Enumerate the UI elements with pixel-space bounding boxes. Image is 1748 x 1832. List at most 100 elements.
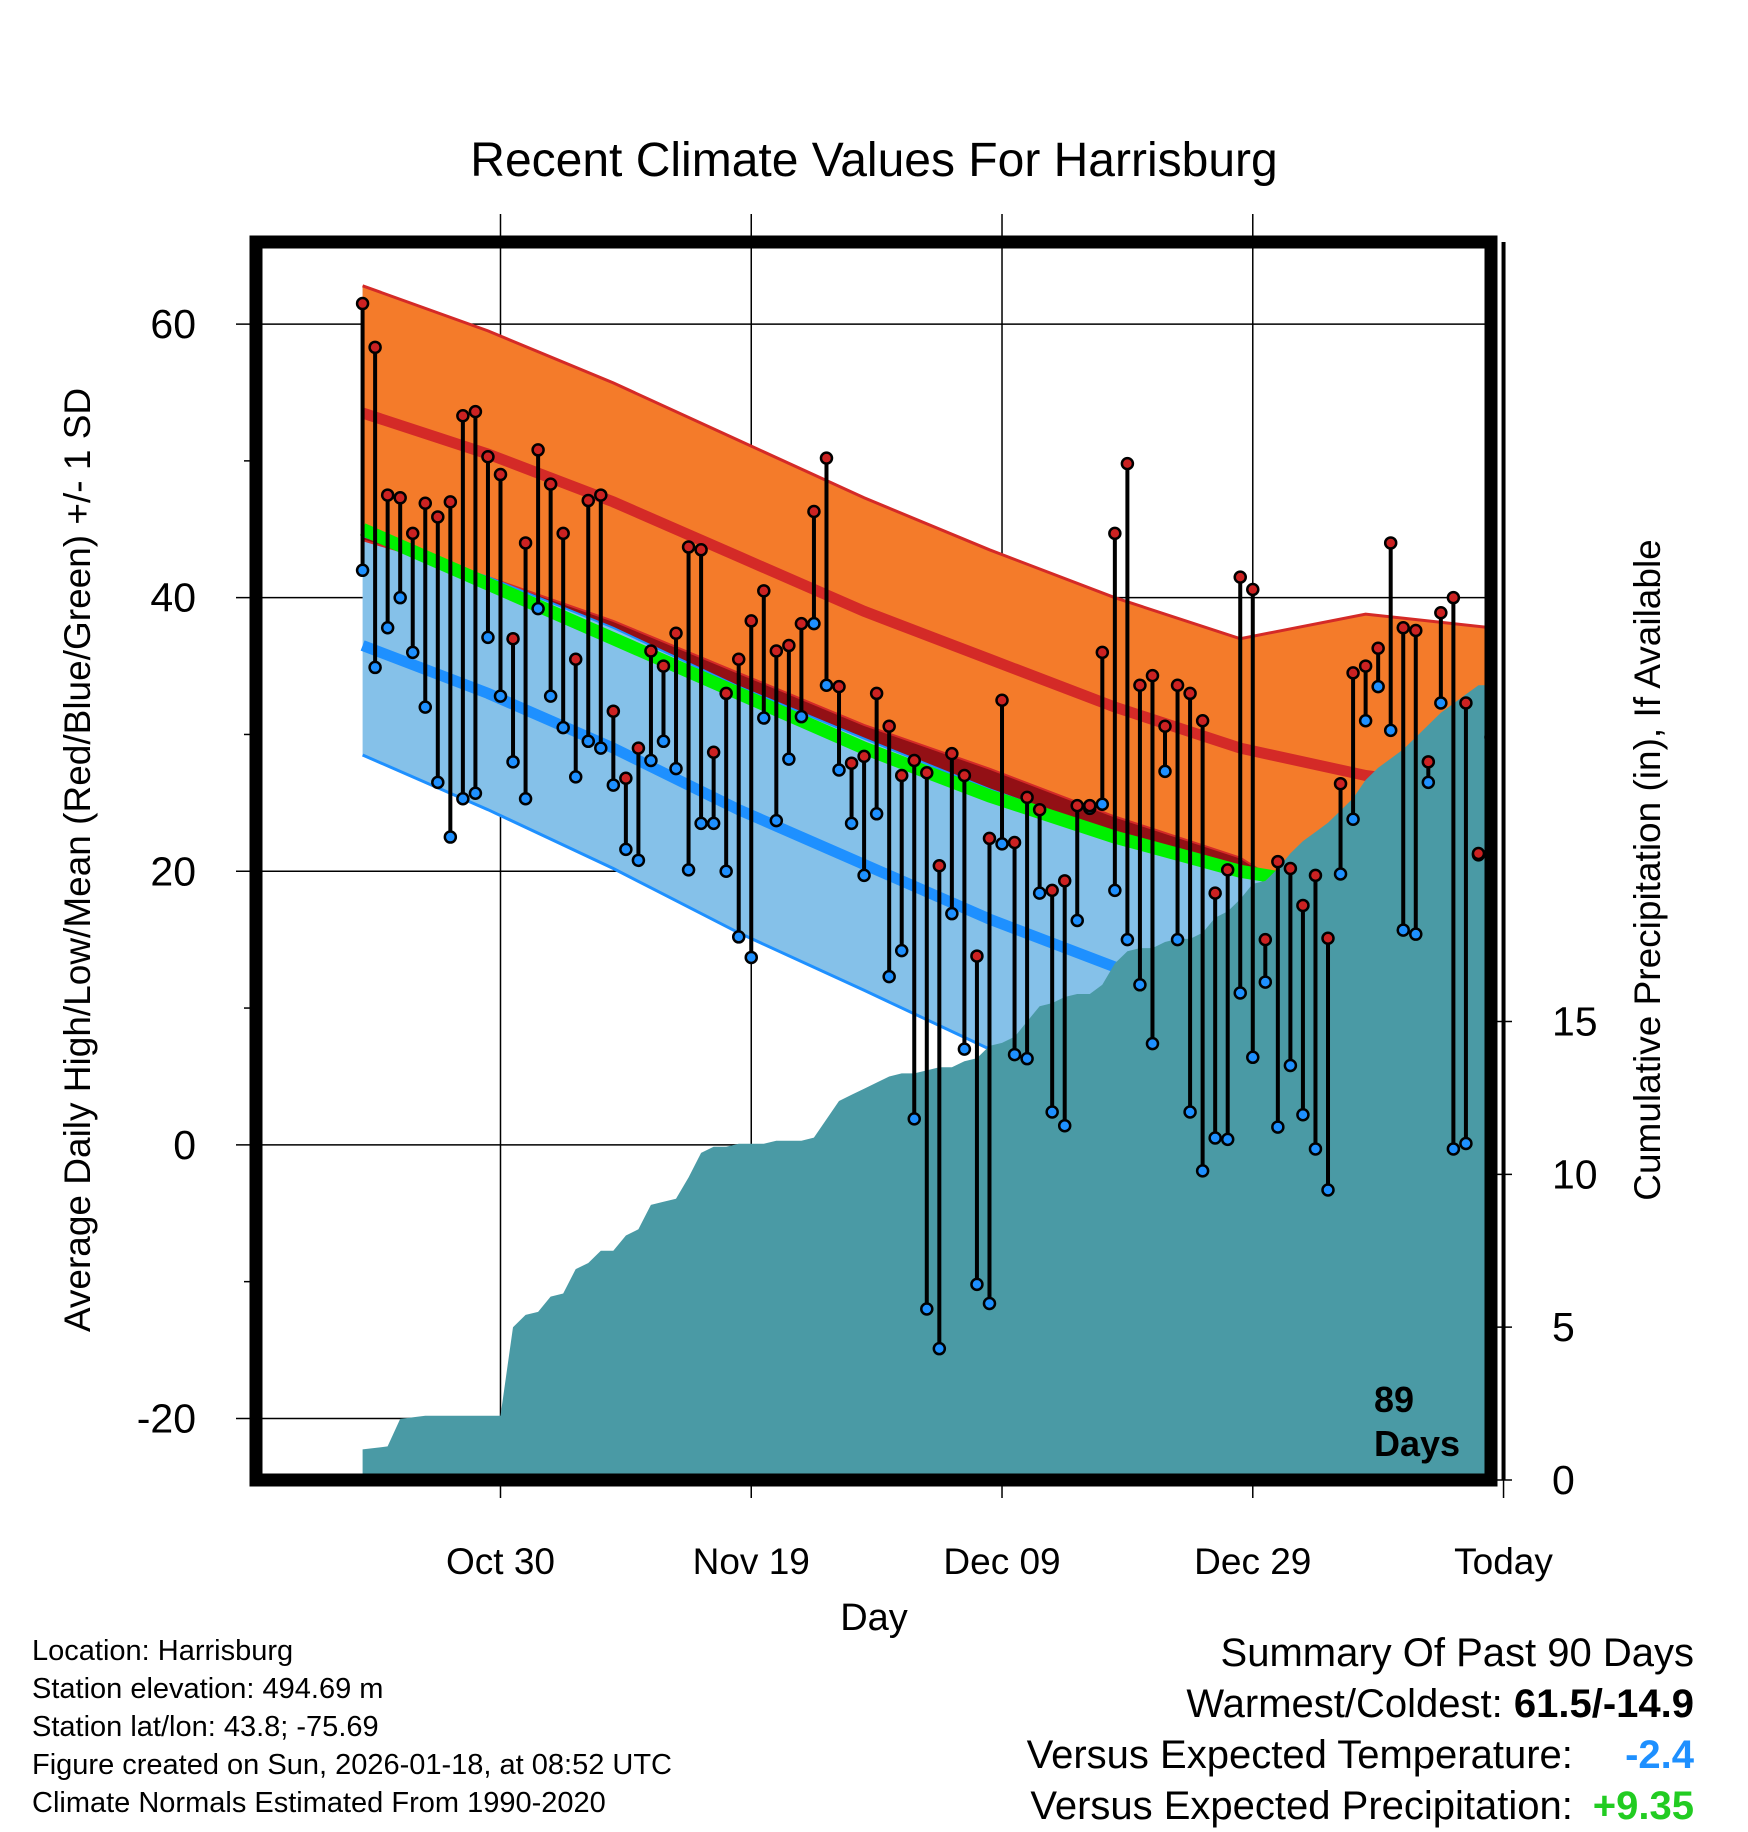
y-tick-label: 40: [150, 575, 196, 621]
y2-axis-label: Cumulative Precipitation (in), If Availa…: [1627, 539, 1668, 1201]
daily-low-dot: [957, 1042, 972, 1056]
daily-range-stems: [360, 242, 1491, 1349]
daily-high-dot: [1045, 883, 1059, 898]
daily-high-dot: [1208, 886, 1222, 900]
daily-high-dot: [481, 450, 495, 464]
daily-low-dot: [757, 711, 771, 725]
overlap-band: [362, 536, 1491, 957]
daily-high-dot: [945, 746, 959, 761]
daily-low-dot: [1108, 883, 1122, 898]
daily-low-dot: [405, 645, 420, 660]
station-info: Location: Harrisburg Station elevation: …: [32, 1632, 672, 1822]
daily-high-dot: [431, 510, 445, 524]
daily-low-dot: [731, 930, 746, 944]
daily-low-dot: [706, 816, 721, 831]
daily-low-dot: [1208, 1131, 1222, 1145]
daily-high-dot: [393, 491, 407, 505]
x-tick-label: Oct 30: [446, 1541, 555, 1582]
daily-high-dot: [556, 526, 570, 541]
daily-high-dot: [531, 443, 545, 457]
daily-high-dot: [443, 495, 458, 509]
daily-low-dot: [1045, 1105, 1059, 1119]
daily-low-dot: [945, 906, 959, 921]
daily-low-dot: [380, 621, 395, 635]
daily-low-dot: [1271, 1120, 1285, 1134]
daily-low-dot: [1070, 913, 1084, 928]
daily-high-dot: [757, 584, 771, 598]
y-tick-label: -20: [137, 1395, 196, 1441]
elevation-text: Station elevation: 494.69 m: [32, 1673, 384, 1705]
daily-high-dot: [807, 504, 821, 519]
daily-high-dot: [405, 526, 420, 541]
daily-low-dot: [1421, 775, 1436, 790]
daily-high-dot: [518, 536, 533, 550]
y2-tick-label: 15: [1552, 998, 1598, 1044]
daily-low-dot: [493, 689, 508, 703]
daily-low-dot: [669, 761, 683, 776]
daily-high-dot: [1258, 932, 1273, 947]
daily-high-dot: [644, 644, 658, 658]
daily-low-dot: [1446, 1142, 1461, 1156]
daily-low-dot: [1333, 867, 1348, 881]
today-days-number: 89: [1374, 1379, 1414, 1420]
today-days-word: Days: [1374, 1423, 1460, 1464]
daily-low-dot: [368, 660, 382, 675]
daily-low-dot: [1233, 986, 1247, 1000]
daily-high-dot: [894, 768, 909, 783]
daily-high-dot: [957, 768, 972, 783]
daily-low-dot: [694, 816, 708, 831]
daily-high-dot: [1308, 868, 1323, 883]
summary-title: Summary Of Past 90 Days: [1220, 1631, 1694, 1675]
daily-low-dot: [1409, 927, 1423, 941]
daily-high-dot: [694, 543, 708, 557]
daily-high-dot: [1346, 666, 1360, 680]
daily-low-dot: [581, 734, 596, 749]
daily-high-dot: [355, 296, 370, 311]
y-tick-label: 0: [173, 1122, 196, 1168]
daily-high-dot: [794, 616, 809, 631]
daily-high-dot: [418, 496, 433, 511]
daily-high-dot: [631, 741, 646, 755]
daily-low-dot: [1133, 978, 1147, 992]
daily-high-dot: [1007, 835, 1022, 850]
latlon-text: Station lat/lon: 43.8; -75.69: [32, 1711, 379, 1743]
y-tick-label: 20: [150, 848, 196, 894]
daily-low-dot: [1396, 923, 1410, 937]
daily-high-dot: [1057, 874, 1072, 888]
daily-high-dot: [380, 488, 395, 502]
daily-high-dot: [769, 644, 784, 658]
daily-low-dot: [1246, 1050, 1260, 1065]
daily-high-dot: [995, 693, 1009, 708]
y2-tick-label: 10: [1552, 1151, 1598, 1197]
daily-high-dot: [1296, 898, 1310, 913]
x-tick-label: Dec 29: [1194, 1541, 1311, 1582]
daily-high-dot: [1183, 686, 1197, 701]
daily-low-dot: [1007, 1047, 1022, 1062]
daily-high-dot: [1396, 621, 1410, 635]
daily-low-dot: [568, 770, 583, 784]
precip-row: Versus Expected Precipitation: +9.35: [1027, 1781, 1694, 1832]
daily-low-dot: [1308, 1142, 1323, 1156]
daily-low-dot: [794, 709, 809, 724]
daily-low-dot: [594, 741, 608, 755]
temp-row: Versus Expected Temperature: -2.4: [1027, 1730, 1694, 1781]
daily-high-dot: [819, 451, 834, 465]
daily-high-dot: [907, 753, 921, 768]
daily-high-dot: [1434, 605, 1448, 620]
daily-high-dot: [731, 652, 746, 666]
daily-high-dot: [581, 493, 596, 508]
daily-high-dot: [568, 652, 583, 666]
daily-low-dot: [1170, 932, 1185, 947]
daily-high-dot: [932, 859, 947, 873]
daily-low-dot: [907, 1112, 921, 1126]
daily-low-dot: [506, 755, 520, 769]
daily-high-dot: [468, 404, 483, 419]
daily-high-dot: [594, 488, 608, 502]
daily-low-dot: [355, 563, 370, 578]
daily-low-dot: [1346, 812, 1360, 827]
y-tick-label: 60: [150, 301, 196, 347]
daily-low-dot: [1321, 1183, 1335, 1197]
precip-label: Versus Expected Precipitation:: [1030, 1784, 1573, 1828]
daily-low-dot: [431, 775, 445, 790]
